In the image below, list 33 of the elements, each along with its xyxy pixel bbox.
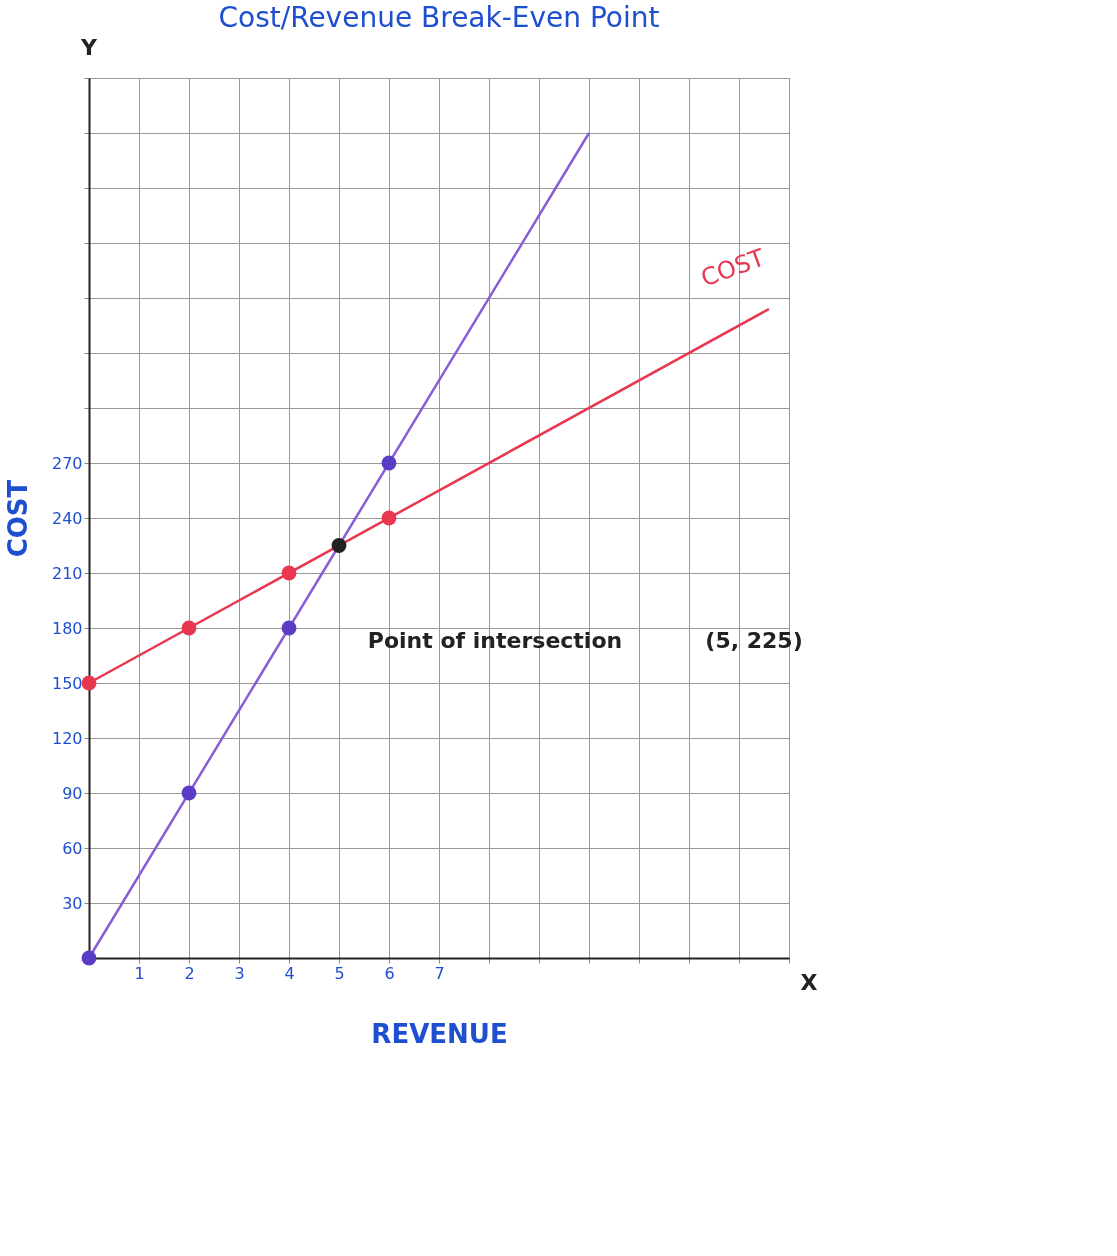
text: Y — [80, 35, 99, 60]
y-tick-label: 180 — [51, 618, 83, 638]
y-tick-label: 90 — [62, 783, 83, 803]
point — [381, 510, 397, 526]
annotation: Point of intersection — [367, 628, 623, 654]
x-axis-title: REVENUE — [371, 1018, 508, 1049]
y-tick-label: 150 — [51, 673, 83, 693]
y-tick-label: 60 — [62, 838, 83, 858]
x-tick-label: 1 — [134, 963, 145, 983]
x-tick-label: 4 — [284, 963, 295, 983]
annotation: (5, 225) — [705, 628, 803, 654]
y-axis-title: COST — [2, 479, 33, 558]
chart-title: Cost/Revenue Break-Even Point — [218, 1, 660, 34]
point — [281, 565, 297, 581]
x-tick-label: 7 — [434, 963, 445, 983]
point — [381, 455, 397, 471]
y-tick-label: 120 — [51, 728, 83, 748]
point — [81, 950, 97, 966]
text: X — [800, 970, 818, 995]
x-tick-label: 3 — [234, 963, 245, 983]
y-tick-label: 30 — [62, 893, 83, 913]
point — [331, 538, 347, 553]
y-tick-label: 210 — [51, 563, 83, 583]
point — [281, 620, 297, 636]
y-tick-label: 270 — [51, 453, 83, 473]
x-tick-label: 5 — [334, 963, 345, 983]
point — [181, 785, 197, 801]
point — [181, 620, 197, 636]
text: COST — [697, 243, 769, 293]
x-tick-label: 2 — [184, 963, 195, 983]
y-tick-label: 240 — [51, 508, 83, 528]
x-tick-label: 6 — [384, 963, 395, 983]
point — [81, 675, 97, 691]
